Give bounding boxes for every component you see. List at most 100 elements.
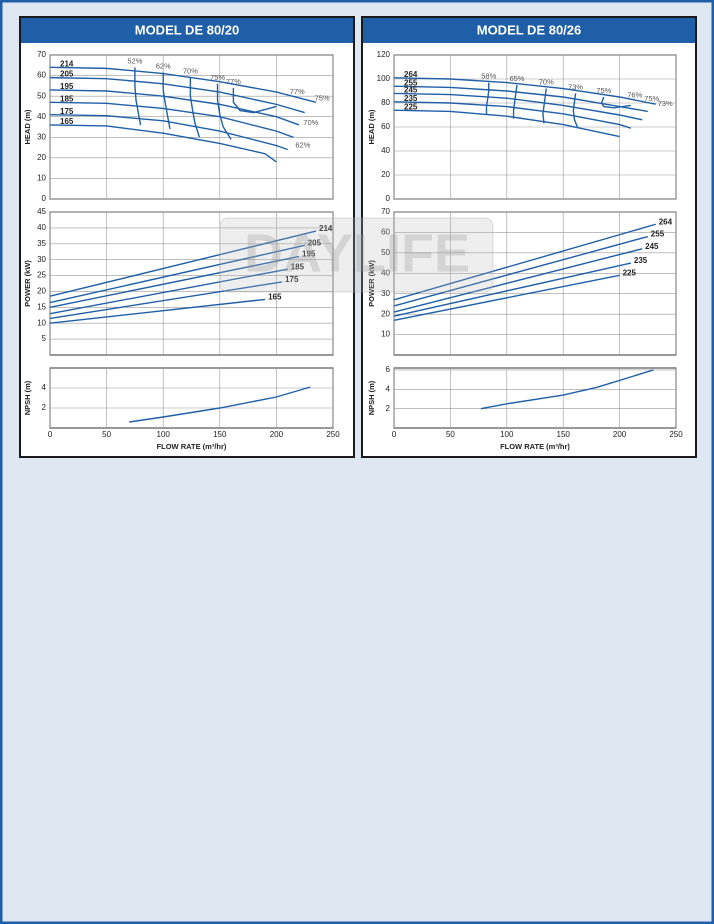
y-axis-label: POWER (kW) [367, 260, 376, 307]
y-tick-label: 20 [381, 309, 390, 318]
curve [393, 262, 632, 317]
curve-label: 195 [60, 82, 74, 91]
efficiency-label: 58% [481, 72, 496, 81]
y-tick-label: 0 [42, 194, 47, 203]
y-tick-label: 20 [381, 170, 390, 179]
curve [49, 124, 277, 163]
x-tick-label: 250 [326, 430, 340, 439]
efficiency-label: 70% [539, 78, 554, 87]
y-axis-label: NPSH (m) [367, 380, 376, 415]
curve-label: 205 [60, 70, 74, 79]
y-tick-label: 40 [381, 146, 390, 155]
y-tick-label: 40 [37, 112, 46, 121]
curve [393, 92, 643, 121]
curve [49, 268, 288, 315]
panel-header [363, 18, 695, 43]
annotation: 76% [627, 90, 642, 99]
curve [393, 109, 620, 138]
curve [49, 89, 300, 126]
y-tick-label: 60 [381, 228, 390, 237]
plot-frame [49, 54, 334, 200]
curve [129, 386, 311, 423]
efficiency-line [485, 82, 490, 115]
y-tick-label: 100 [377, 74, 391, 83]
annotation: 75% [315, 93, 330, 102]
curve [480, 369, 654, 410]
efficiency-label: 77% [226, 77, 241, 86]
curve [393, 235, 648, 307]
watermark: DAYLIFE [244, 223, 470, 283]
curve [49, 101, 294, 138]
curve-label: 255 [404, 78, 418, 87]
curve [393, 101, 632, 129]
y-tick-label: 0 [386, 194, 391, 203]
annotation: 70% [303, 118, 318, 127]
efficiency-line [512, 84, 518, 119]
curve-label: 175 [285, 275, 299, 284]
curve [49, 244, 305, 304]
y-tick-label: 5 [42, 334, 47, 343]
y-tick-label: 10 [37, 174, 46, 183]
plot-frame [49, 367, 334, 429]
y-tick-label: 50 [37, 91, 46, 100]
efficiency-label: 62% [156, 61, 171, 70]
efficiency-line [232, 87, 277, 114]
y-tick-label: 4 [386, 384, 391, 393]
efficiency-label: 73% [568, 82, 583, 91]
curve [393, 248, 643, 313]
y-tick-label: 120 [377, 50, 391, 59]
curve-label: 214 [60, 59, 74, 68]
x-tick-label: 50 [102, 430, 111, 439]
y-tick-label: 30 [381, 289, 390, 298]
y-tick-label: 60 [37, 71, 46, 80]
curve-label: 195 [302, 250, 316, 259]
efficiency-label: 70% [183, 67, 198, 76]
curve-label: 235 [404, 94, 418, 103]
x-axis-label: FLOW RATE (m³/hr) [500, 442, 570, 451]
panel-title: MODEL DE 80/26 [477, 22, 582, 37]
y-axis-label: HEAD (m) [367, 109, 376, 145]
curve-label: 185 [60, 94, 74, 103]
y-tick-label: 4 [42, 383, 47, 392]
curve-label: 264 [659, 217, 673, 226]
curve [49, 230, 317, 297]
plot-frame [393, 367, 677, 429]
panel-title: MODEL DE 80/20 [135, 22, 240, 37]
efficiency-line [189, 77, 201, 138]
curve-label: 165 [60, 117, 74, 126]
x-tick-label: 200 [270, 430, 284, 439]
curve [393, 77, 656, 105]
y-tick-label: 2 [386, 404, 391, 413]
curve-label: 264 [404, 70, 418, 79]
y-tick-label: 15 [37, 302, 46, 311]
y-tick-label: 25 [37, 271, 46, 280]
y-tick-label: 70 [381, 207, 390, 216]
curve [393, 85, 648, 113]
x-tick-label: 50 [446, 430, 455, 439]
curve [49, 113, 288, 151]
y-tick-label: 35 [37, 239, 46, 248]
annotation: 75% [644, 94, 659, 103]
curve-label: 235 [634, 256, 648, 265]
y-tick-label: 6 [386, 365, 391, 374]
x-tick-label: 100 [157, 430, 171, 439]
y-tick-label: 30 [37, 255, 46, 264]
efficiency-label: 75% [210, 73, 225, 82]
efficiency-label: 75% [596, 86, 611, 95]
annotation: 77% [290, 87, 305, 96]
y-axis-label: POWER (kW) [23, 260, 32, 307]
plot-frame [393, 211, 677, 356]
y-tick-label: 60 [381, 122, 390, 131]
curve-label: 245 [645, 242, 659, 251]
curve-label: 205 [308, 238, 322, 247]
panel-header [21, 18, 353, 43]
y-tick-label: 20 [37, 153, 46, 162]
efficiency-line [542, 88, 547, 124]
curve [49, 298, 266, 324]
y-tick-label: 50 [381, 248, 390, 257]
y-tick-label: 70 [37, 50, 46, 59]
curve [49, 76, 305, 114]
y-tick-label: 20 [37, 287, 46, 296]
y-tick-label: 40 [381, 268, 390, 277]
